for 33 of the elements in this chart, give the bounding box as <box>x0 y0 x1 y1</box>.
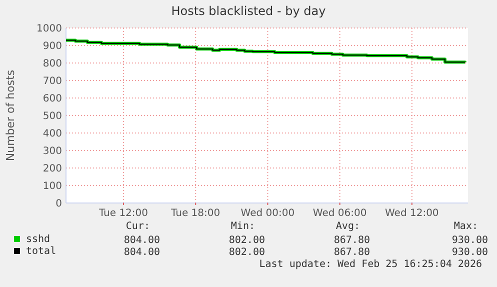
x-tick-label: Tue 12:00 <box>98 208 148 219</box>
y-tick-label: 500 <box>42 111 62 122</box>
x-tick-label: Wed 12:00 <box>385 208 439 219</box>
y-tick-label: 700 <box>42 76 62 87</box>
text: 804.00 <box>124 247 160 258</box>
y-tick-label: 400 <box>42 128 62 140</box>
y-tick-label: 200 <box>42 164 62 174</box>
text: 930.00 <box>452 247 488 258</box>
text: 802.00 <box>228 247 265 258</box>
x-tick-label: Wed 00:00 <box>240 208 295 219</box>
y-tick-label: 100 <box>42 181 62 192</box>
y-tick-label: 1000 <box>36 24 62 34</box>
text: 867.80 <box>334 247 370 258</box>
x-tick-label: Tue 18:00 <box>170 208 220 219</box>
y-axis-title: Number of hosts <box>4 70 17 162</box>
text: Last update: Wed Feb 25 16:25:04 2026 <box>259 259 482 270</box>
y-tick-label: 600 <box>42 94 62 104</box>
text: Max: <box>454 221 478 232</box>
text: Cur: <box>126 221 150 232</box>
text: Min: <box>230 221 255 232</box>
y-tick-label: 0 <box>56 198 62 210</box>
y-tick-label: 800 <box>42 58 62 70</box>
chart-title: Hosts blacklisted - by day <box>171 4 326 18</box>
legend-label: sshd <box>26 234 50 245</box>
legend-label: total <box>26 246 56 257</box>
y-tick-label: 300 <box>42 146 62 157</box>
text: Avg: <box>336 221 360 232</box>
y-tick-label: 900 <box>42 41 62 52</box>
text: 804.00 <box>124 235 160 246</box>
text: 867.80 <box>334 235 370 246</box>
text: 802.00 <box>228 235 265 246</box>
text: 930.00 <box>452 235 488 246</box>
x-tick-label: Wed 06:00 <box>312 208 367 219</box>
